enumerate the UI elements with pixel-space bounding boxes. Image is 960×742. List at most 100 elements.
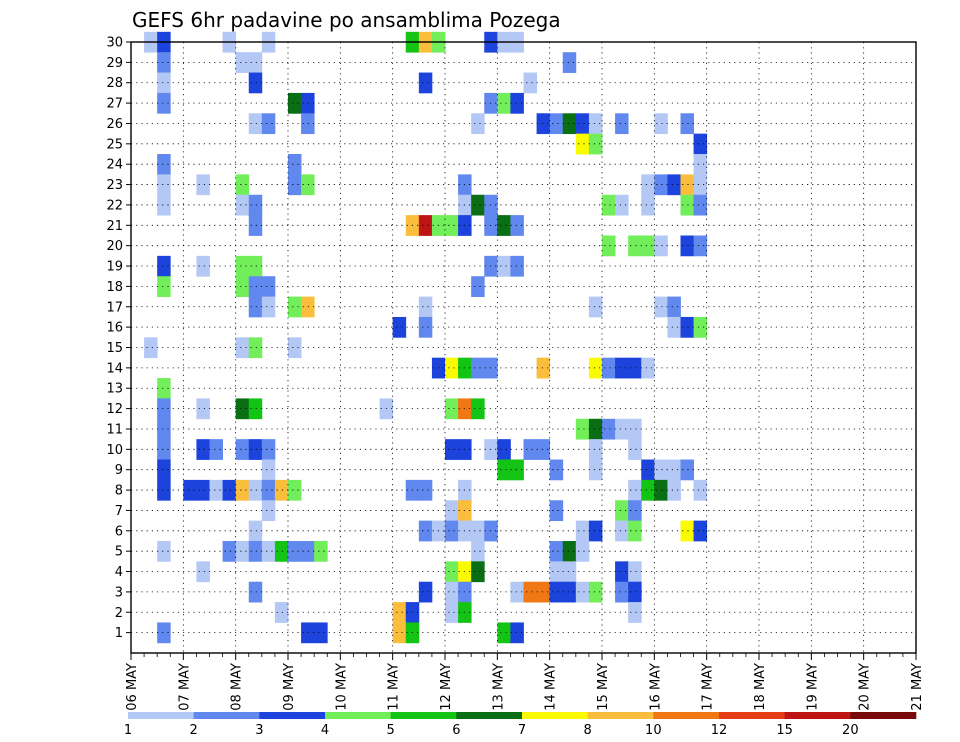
y-tick-label: 12 (106, 402, 123, 417)
precip-cell (248, 479, 263, 501)
precip-cell (209, 479, 223, 501)
y-tick-label: 18 (106, 280, 123, 295)
precip-cell (196, 439, 210, 460)
precip-cell (641, 459, 655, 481)
precip-cell (471, 540, 485, 562)
precip-cell (288, 337, 302, 359)
precip-cell (235, 398, 250, 420)
precip-cell (418, 296, 433, 318)
precip-cell (235, 276, 250, 297)
colorbar-label: 20 (842, 723, 859, 738)
colorbar: 1 2 3 4 5 6 7 8 10 12 15 20 (124, 712, 917, 738)
precip-cell (602, 194, 616, 216)
y-tick-label: 14 (106, 361, 123, 376)
x-tick-label: 15 MAY (596, 663, 611, 711)
precip-cell (196, 255, 210, 277)
colorbar-label: 5 (387, 723, 395, 738)
precip-cell (510, 459, 524, 481)
precip-cell (615, 194, 629, 216)
precip-cell (235, 479, 250, 501)
precip-cell (157, 276, 171, 297)
colorbar-label: 7 (518, 723, 526, 738)
precip-cell (157, 154, 171, 175)
x-tick-label: 21 MAY (910, 663, 925, 711)
precip-cell (445, 520, 459, 542)
precip-cell (248, 540, 263, 562)
precip-cell (157, 540, 171, 562)
precip-cell (248, 439, 263, 460)
precip-cell (497, 439, 511, 460)
precip-cell (693, 520, 708, 542)
y-tick-label: 4 (115, 565, 123, 580)
precip-cell (261, 296, 276, 318)
precip-cell (680, 194, 694, 216)
precip-cell (536, 357, 551, 379)
precip-cell (641, 194, 655, 216)
y-tick-label: 19 (106, 260, 123, 275)
precip-cell (445, 215, 459, 236)
precip-cell (248, 337, 263, 359)
precip-cell (510, 255, 524, 277)
precip-cell (157, 92, 171, 114)
precip-cell (588, 113, 603, 135)
precip-cell (667, 459, 681, 481)
precip-cell (418, 479, 433, 501)
precip-cell (693, 154, 708, 175)
precip-cell (445, 561, 459, 583)
precip-cell (196, 174, 210, 196)
precip-cell (615, 500, 629, 522)
precip-cell (680, 316, 694, 338)
colorbar-segment (390, 712, 457, 719)
precip-cell (602, 357, 616, 379)
precip-cell (641, 174, 655, 196)
precip-cell (497, 215, 511, 236)
precip-cell (536, 439, 551, 460)
precip-cell (588, 357, 603, 379)
precip-cell (654, 296, 668, 318)
precip-cell (157, 459, 171, 481)
colorbar-label: 1 (124, 723, 132, 738)
colorbar-segment (259, 712, 326, 719)
precip-cell (667, 316, 681, 338)
precip-cell (575, 418, 590, 440)
precip-cell (471, 276, 485, 297)
precip-cell (288, 92, 302, 114)
colorbar-segment (653, 712, 720, 719)
precip-cell (248, 398, 263, 420)
y-tick-label: 13 (106, 382, 123, 397)
colorbar-segment (522, 712, 588, 719)
colorbar-segment (784, 712, 851, 719)
precip-cell (418, 215, 433, 236)
precip-cell (628, 418, 642, 440)
precip-cell (562, 581, 577, 603)
x-tick-label: 09 MAY (282, 663, 297, 711)
precip-cell (575, 540, 590, 562)
precip-cell (615, 520, 629, 542)
colorbar-label: 15 (776, 723, 793, 738)
precip-cell (261, 113, 276, 135)
precip-cell (235, 337, 250, 359)
colorbar-label: 6 (452, 723, 460, 738)
precip-cell (628, 581, 642, 603)
precip-cell (445, 602, 459, 623)
precip-cell (471, 520, 485, 542)
precip-cell (628, 500, 642, 522)
x-tick-label: 19 MAY (805, 663, 820, 711)
precip-cell (157, 418, 171, 440)
y-tick-label: 6 (115, 524, 123, 539)
precip-cell (693, 316, 708, 338)
precip-cell (628, 357, 642, 379)
precip-cell (497, 255, 511, 277)
y-tick-label: 23 (106, 178, 123, 193)
precip-cell (288, 296, 302, 318)
y-tick-label: 22 (106, 198, 123, 213)
precip-cell (628, 439, 642, 460)
precip-cell (261, 459, 276, 481)
precip-cell (314, 540, 328, 562)
precip-cell (588, 296, 603, 318)
precip-cell (510, 215, 524, 236)
precip-cell (471, 357, 485, 379)
precip-cell (615, 561, 629, 583)
x-tick-label: 11 MAY (387, 663, 402, 711)
precip-cell (248, 276, 263, 297)
